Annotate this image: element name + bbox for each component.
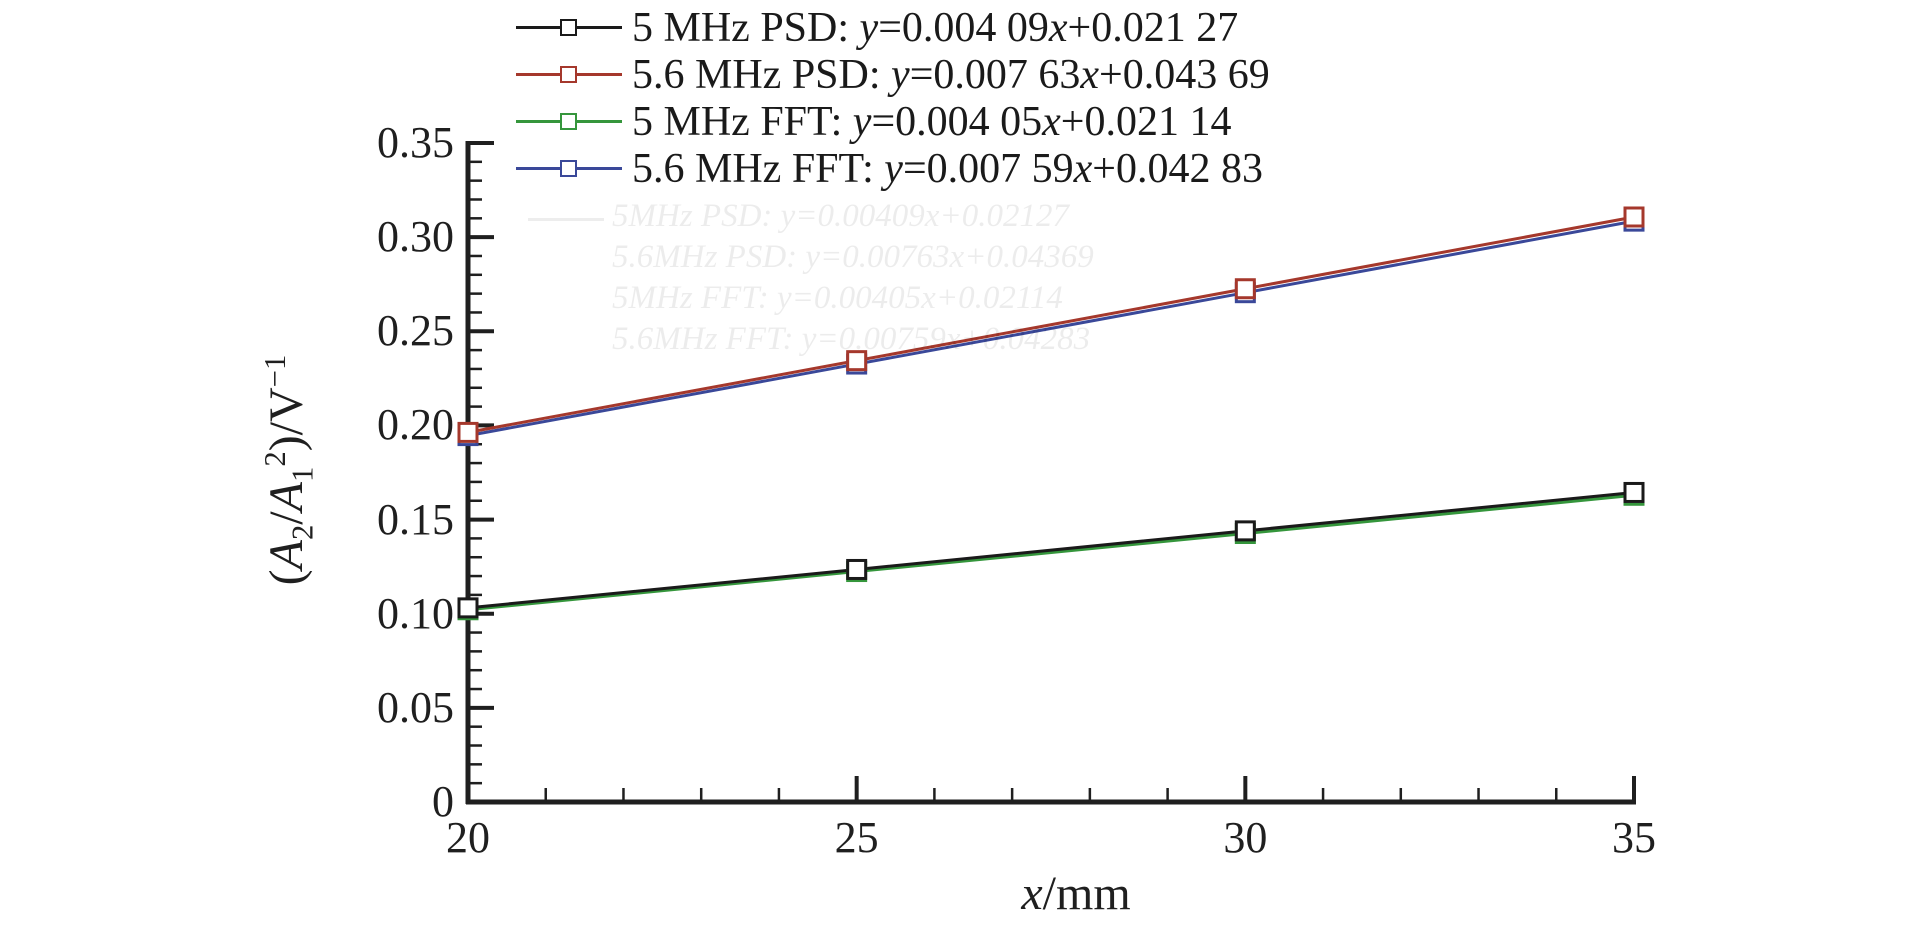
series-line-5-6-mhz-psd (467, 215, 1635, 434)
data-point-marker (457, 597, 479, 619)
y-tick-label: 0.25 (377, 306, 454, 356)
legend-item-5-mhz-psd: 5 MHz PSD: y=0.004 09x+0.021 27 (516, 4, 1270, 51)
legend-swatch (516, 16, 622, 40)
x-tick-label: 30 (1223, 813, 1268, 862)
x-tick-label: 20 (446, 813, 490, 862)
data-point-marker (457, 421, 479, 443)
y-tick-label: 0.05 (377, 682, 454, 732)
legend-marker-icon (560, 112, 577, 130)
x-tick-label: 35 (1612, 813, 1656, 862)
x-tick-label: 25 (834, 813, 879, 862)
legend-marker-icon (560, 65, 577, 83)
legend-item-5-mhz-fft: 5 MHz FFT: y=0.004 05x+0.021 14 (516, 98, 1270, 145)
series-line-5-mhz-psd (467, 490, 1635, 610)
legend-marker-icon (560, 159, 577, 177)
legend-label: 5 MHz PSD: y=0.004 09x+0.021 27 (632, 4, 1239, 51)
data-point-marker (846, 558, 868, 580)
legend-swatch (516, 157, 622, 181)
y-tick-label: 0.15 (377, 494, 454, 544)
series-line-5-mhz-fft (467, 493, 1635, 612)
data-point-marker (1234, 278, 1256, 300)
data-point-marker (846, 350, 868, 372)
y-tick-label: 0 (432, 777, 454, 826)
data-point-marker (1623, 481, 1645, 503)
legend-label: 5.6 MHz FFT: y=0.007 59x+0.042 83 (632, 145, 1263, 192)
y-tick-label: 0.10 (377, 588, 454, 638)
y-tick-label: 0.30 (377, 212, 454, 262)
legend: 5 MHz PSD: y=0.004 09x+0.021 27 5.6 MHz P… (516, 4, 1270, 192)
legend-swatch (516, 110, 622, 134)
y-tick-label: 0.20 (377, 400, 454, 450)
y-axis-label: (A2/A12)/V−1 (258, 354, 320, 586)
data-point-marker (1234, 520, 1256, 542)
legend-item-5-6-mhz-fft: 5.6 MHz FFT: y=0.007 59x+0.042 83 (516, 145, 1270, 192)
legend-swatch (516, 63, 622, 87)
legend-marker-icon (560, 18, 577, 36)
series-line-5-6-mhz-fft (467, 219, 1635, 438)
legend-item-5-6-mhz-psd: 5.6 MHz PSD: y=0.007 63x+0.043 69 (516, 51, 1270, 98)
x-axis-label: x/mm (1021, 867, 1131, 920)
y-tick-label: 0.35 (377, 118, 454, 167)
legend-label: 5 MHz FFT: y=0.004 05x+0.021 14 (632, 98, 1232, 145)
legend-label: 5.6 MHz PSD: y=0.007 63x+0.043 69 (632, 51, 1270, 98)
data-point-marker (1623, 206, 1645, 228)
